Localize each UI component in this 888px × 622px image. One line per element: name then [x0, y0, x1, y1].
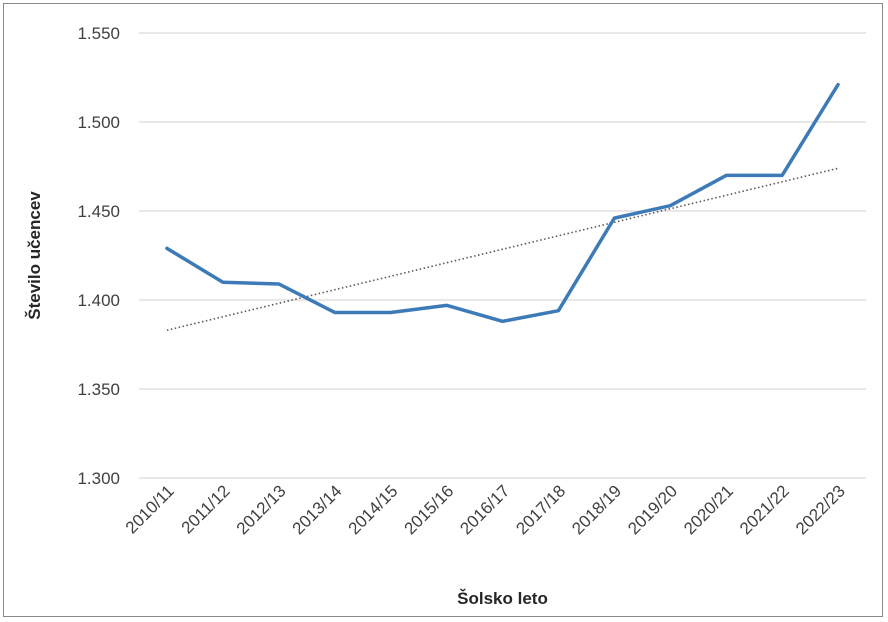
series-line	[165, 82, 840, 324]
y-tick-label: 1.350	[77, 380, 120, 399]
x-tick-label: 2011/12	[178, 481, 234, 537]
x-tick-label: 2010/11	[122, 481, 178, 537]
x-axis-title: Šolsko leto	[457, 589, 548, 608]
x-tick-label: 2022/23	[792, 481, 849, 538]
x-tick-label: 2019/20	[624, 481, 681, 538]
x-tick-label: 2012/13	[233, 481, 290, 538]
y-tick-label: 1.500	[77, 113, 120, 132]
x-tick-label: 2016/17	[456, 481, 513, 538]
y-tick-label: 1.400	[77, 291, 120, 310]
x-tick-label: 2014/15	[345, 481, 402, 538]
x-tick-label: 2013/14	[289, 481, 346, 538]
x-tick-label: 2017/18	[512, 481, 569, 538]
x-tick-label: 2021/22	[736, 481, 793, 538]
trendline	[166, 167, 839, 332]
x-tick-label: 2018/19	[568, 481, 625, 538]
y-tick-label: 1.550	[77, 24, 120, 43]
gridlines	[139, 32, 866, 479]
x-tick-labels: 2010/11 2011/12 2012/13 2013/14 2014/15 2015/…	[122, 481, 849, 538]
chart-frame: 1.300 1.350 1.400 1.450 1.500 1.550 2010/11 20…	[3, 3, 883, 617]
x-tick-label: 2015/16	[401, 481, 458, 538]
y-axis-title: Število učencev	[25, 191, 44, 320]
y-tick-label: 1.300	[77, 469, 120, 488]
y-tick-labels: 1.300 1.350 1.400 1.450 1.500 1.550	[77, 24, 120, 488]
y-tick-label: 1.450	[77, 202, 120, 221]
x-tick-label: 2020/21	[680, 481, 737, 538]
